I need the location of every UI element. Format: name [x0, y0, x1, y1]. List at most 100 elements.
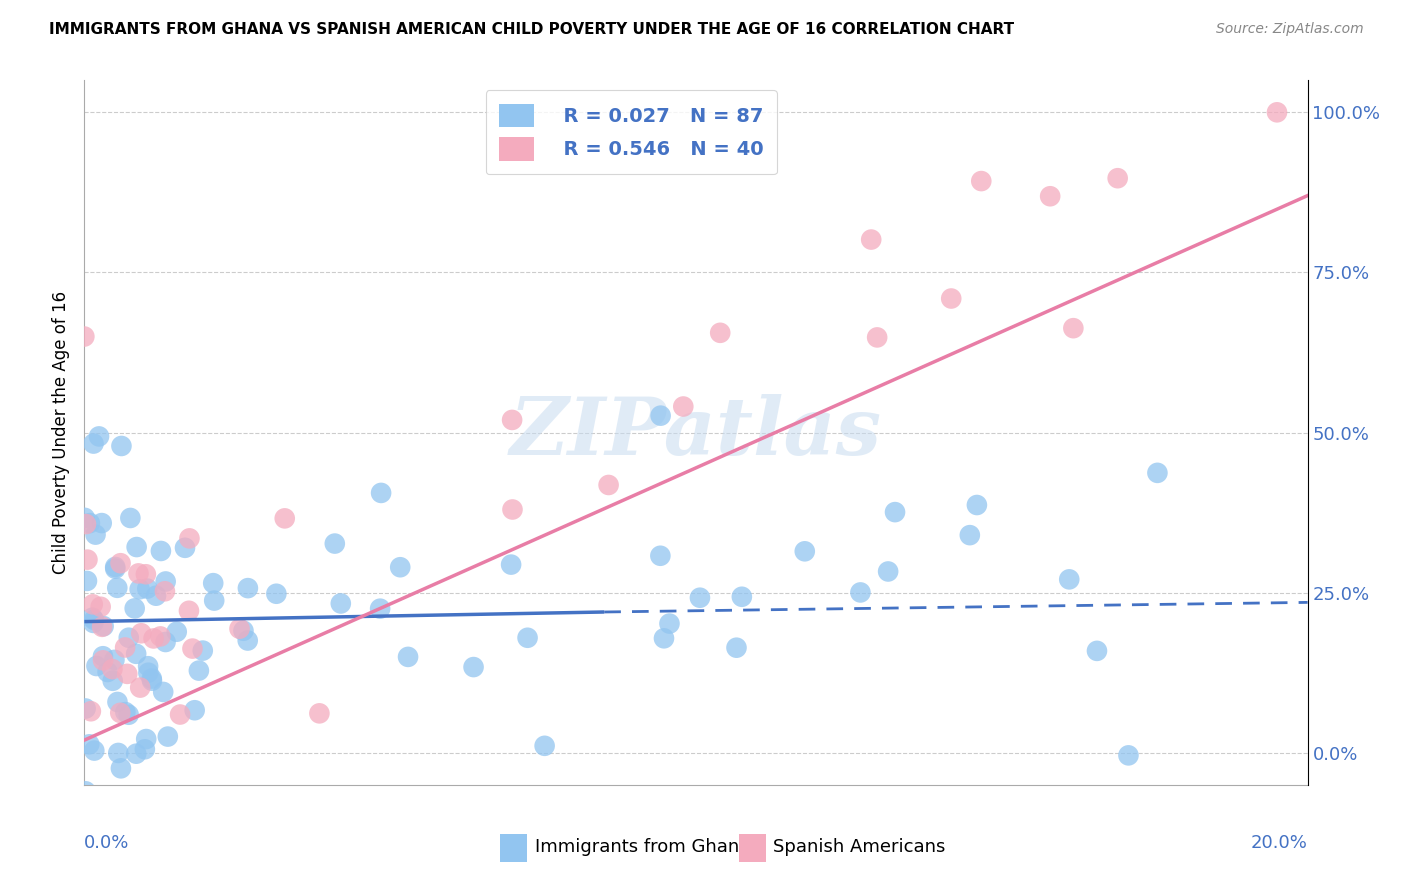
Point: [145, 589, 167, 603]
Point: [114, 640, 136, 655]
Point: [107, 695, 129, 709]
Point: [149, 629, 172, 643]
Point: [73, 511, 96, 525]
Point: [866, 330, 889, 344]
Point: [1118, 748, 1140, 763]
Point: [793, 544, 815, 558]
Point: [329, 597, 352, 611]
Point: [91, 620, 114, 634]
Point: [73, 329, 96, 343]
Point: [155, 635, 177, 649]
Point: [152, 685, 174, 699]
Point: [127, 566, 149, 581]
Point: [232, 624, 254, 638]
Point: [725, 640, 748, 655]
Point: [101, 673, 124, 688]
Point: [91, 653, 114, 667]
Point: [672, 400, 695, 414]
Point: [368, 601, 391, 615]
Point: [136, 582, 159, 596]
Point: [141, 672, 163, 686]
Text: Spanish Americans: Spanish Americans: [773, 838, 945, 856]
Legend:   R = 0.027   N = 87,   R = 0.546   N = 40: R = 0.027 N = 87, R = 0.546 N = 40: [485, 90, 778, 175]
Point: [970, 174, 993, 188]
Point: [83, 743, 105, 757]
Point: [308, 706, 330, 721]
Point: [82, 598, 104, 612]
Point: [463, 660, 485, 674]
Point: [959, 528, 981, 542]
Point: [860, 233, 883, 247]
Point: [80, 704, 103, 718]
Point: [177, 604, 200, 618]
Point: [125, 747, 148, 761]
Point: [174, 541, 197, 555]
Y-axis label: Child Poverty Under the Age of 16: Child Poverty Under the Age of 16: [52, 291, 70, 574]
Point: [236, 633, 259, 648]
Text: IMMIGRANTS FROM GHANA VS SPANISH AMERICAN CHILD POVERTY UNDER THE AGE OF 16 CORR: IMMIGRANTS FROM GHANA VS SPANISH AMERICA…: [49, 22, 1014, 37]
Point: [370, 486, 392, 500]
Point: [1107, 171, 1129, 186]
Point: [76, 552, 98, 566]
Point: [650, 549, 672, 563]
Point: [110, 439, 132, 453]
Point: [75, 701, 97, 715]
Text: Source: ZipAtlas.com: Source: ZipAtlas.com: [1216, 22, 1364, 37]
Point: [1265, 105, 1288, 120]
Point: [389, 560, 412, 574]
Point: [516, 631, 538, 645]
Point: [114, 705, 136, 719]
Point: [202, 576, 225, 591]
Point: [236, 581, 259, 595]
Point: [90, 516, 112, 530]
Point: [169, 707, 191, 722]
Point: [191, 643, 214, 657]
Point: [149, 544, 172, 558]
Point: [187, 664, 209, 678]
Point: [124, 601, 146, 615]
Point: [941, 292, 963, 306]
Point: [83, 613, 105, 627]
Point: [181, 641, 204, 656]
Point: [266, 587, 288, 601]
Point: [120, 511, 142, 525]
Point: [118, 707, 141, 722]
Point: [129, 681, 152, 695]
Point: [689, 591, 711, 605]
Point: [138, 665, 160, 680]
Point: [136, 659, 159, 673]
Point: [104, 560, 127, 574]
Point: [731, 590, 754, 604]
Point: [155, 574, 177, 589]
Point: [884, 505, 907, 519]
Point: [501, 558, 523, 572]
Point: [134, 742, 156, 756]
Point: [658, 616, 681, 631]
Point: [103, 653, 125, 667]
Point: [153, 584, 176, 599]
Point: [179, 532, 201, 546]
Point: [501, 413, 523, 427]
Point: [274, 511, 297, 525]
Point: [142, 632, 165, 646]
Point: [1062, 321, 1084, 335]
Point: [87, 429, 110, 443]
Point: [598, 478, 620, 492]
Point: [129, 626, 152, 640]
Point: [135, 732, 157, 747]
Point: [849, 585, 872, 599]
Point: [93, 619, 115, 633]
Point: [101, 662, 124, 676]
Point: [117, 666, 139, 681]
Text: ZIPatlas: ZIPatlas: [510, 394, 882, 471]
Point: [877, 565, 900, 579]
Point: [1146, 466, 1168, 480]
Point: [1057, 573, 1080, 587]
Point: [82, 611, 104, 625]
Point: [96, 665, 118, 679]
Point: [125, 647, 148, 661]
Point: [323, 536, 346, 550]
Point: [709, 326, 731, 340]
Point: [75, 517, 97, 532]
Point: [104, 562, 127, 576]
